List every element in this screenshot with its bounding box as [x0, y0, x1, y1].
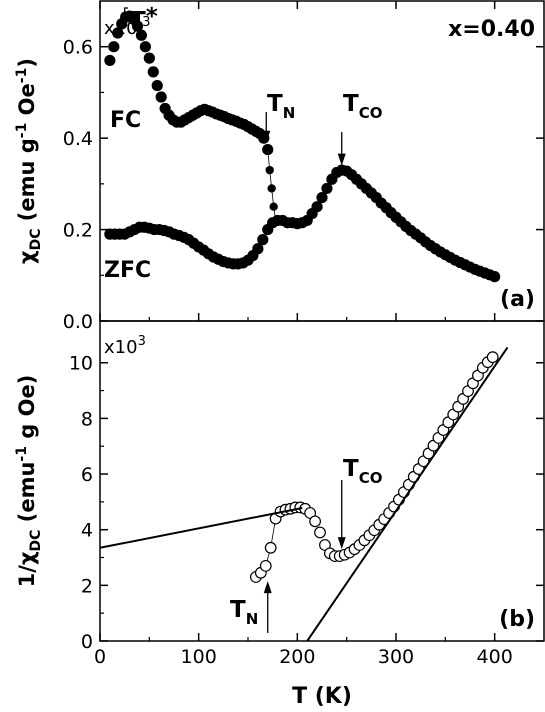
data-point-inverse	[309, 515, 321, 528]
y-tick-label-a: 0.4	[63, 128, 93, 150]
arrow-tn-a-head	[262, 130, 271, 143]
series-label-fc: FC	[110, 108, 141, 133]
panel-b-fit-lines	[99, 346, 509, 642]
annotation-tco-b: TCO	[343, 456, 382, 487]
panel-a-ticks: 0.0 0.2 0.4 0.6	[63, 1, 544, 333]
x-tick-label: 300	[378, 646, 414, 668]
data-point-fc	[139, 41, 151, 53]
data-point-inverse	[486, 351, 499, 364]
data-point-fc	[131, 20, 144, 32]
y-tick-label-b: 4	[81, 520, 93, 542]
annotation-arrows	[120, 7, 346, 633]
y-tick-label-b: 8	[81, 408, 93, 430]
data-point-fc	[112, 27, 124, 39]
data-point-inverse	[259, 559, 272, 572]
data-point-transition	[263, 145, 272, 154]
arrow-tco-a-head	[337, 153, 346, 166]
data-point-transition	[269, 202, 278, 211]
data-point-zfc	[316, 191, 328, 204]
y-tick-label-a: 0.2	[63, 220, 93, 242]
data-point-zfc	[252, 243, 264, 255]
y-axis-label-a: χDC (emu g-1 Oe-1)	[14, 58, 44, 264]
data-point-zfc	[257, 234, 269, 246]
x-tick-label: 400	[477, 646, 513, 668]
x-tick-label: 200	[279, 646, 315, 668]
data-point-fc	[151, 79, 163, 92]
series-label-zfc: ZFC	[104, 258, 151, 283]
data-point-fc	[147, 66, 159, 78]
annotation-tco-a: TCO	[343, 91, 382, 122]
arrow-t-star-head	[120, 16, 129, 26]
data-point-fc	[108, 41, 120, 53]
data-point-zfc	[489, 271, 501, 283]
data-point-zfc	[311, 201, 323, 213]
fit-line-low-t	[99, 507, 303, 549]
data-point-fc	[143, 52, 155, 64]
annotation-t-star: T*	[130, 4, 158, 34]
panel-a-composition: x=0.40	[448, 17, 535, 42]
y-tick-label-b: 10	[69, 353, 93, 375]
y-tick-label-b: 2	[81, 575, 93, 597]
arrow-tco-b-head	[337, 537, 346, 550]
x-tick-label: 100	[181, 646, 217, 668]
arrow-t-star	[124, 7, 128, 18]
data-point-inverse	[264, 541, 277, 554]
panel-b-multiplier: x103	[104, 334, 146, 358]
y-tick-label-b: 6	[81, 464, 93, 486]
fit-line-curie-weiss	[306, 346, 509, 642]
x-tick-label: 0	[94, 646, 106, 668]
x-axis-label: T (K)	[292, 684, 352, 709]
y-tick-label-a: 0.6	[63, 37, 93, 59]
y-tick-label-a: 0.0	[63, 311, 93, 333]
data-point-fc	[135, 29, 148, 41]
panel-a-multiplier: x10-3	[104, 15, 151, 39]
data-point-fc	[155, 91, 167, 103]
y-axis-label-b: 1/χDC (emu-1 g Oe)	[14, 375, 44, 588]
data-point-transition	[265, 165, 274, 175]
data-point-transition	[271, 216, 280, 225]
annotation-tn-b: TN	[230, 597, 258, 628]
data-point-zfc	[321, 182, 333, 195]
panel-b-label: (b)	[499, 607, 535, 632]
panel-a-data	[104, 10, 501, 283]
arrow-tn-b-head	[263, 581, 272, 594]
panel-b-frame	[99, 320, 545, 642]
data-point-transition	[267, 184, 276, 193]
panel-a-label: (a)	[500, 287, 535, 312]
panel-b-data	[249, 351, 499, 583]
annotation-tn-a: TN	[267, 91, 295, 122]
data-point-fc	[104, 54, 116, 67]
data-point-inverse	[314, 526, 326, 539]
y-tick-label-b: 0	[81, 631, 93, 653]
